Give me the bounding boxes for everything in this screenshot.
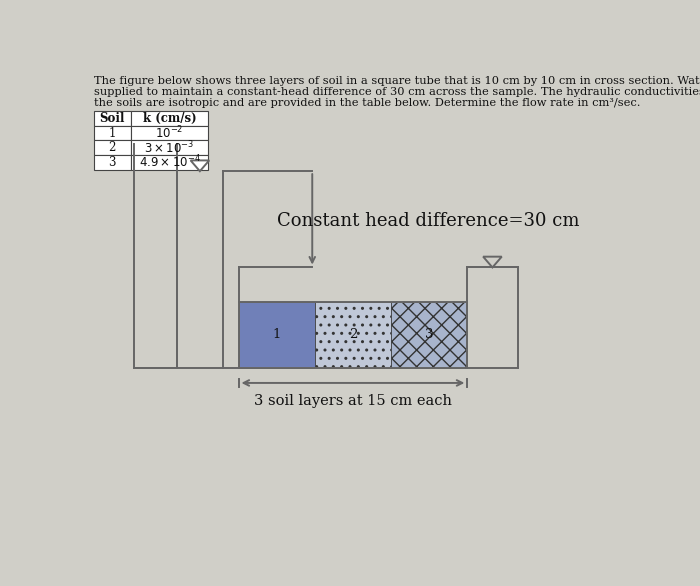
Bar: [131, 126, 209, 141]
Bar: [94, 126, 131, 141]
Bar: [239, 302, 315, 367]
Text: 2: 2: [108, 141, 116, 154]
Bar: [94, 155, 131, 170]
Text: Soil: Soil: [99, 112, 125, 125]
Text: 3: 3: [108, 156, 116, 169]
Text: $10^{-2}$: $10^{-2}$: [155, 125, 184, 141]
Text: 3 soil layers at 15 cm each: 3 soil layers at 15 cm each: [254, 394, 452, 408]
Text: 1: 1: [272, 328, 281, 341]
Bar: [131, 141, 209, 155]
Bar: [131, 111, 209, 126]
Text: $3 \times 10^{-3}$: $3 \times 10^{-3}$: [144, 139, 195, 156]
Bar: [391, 302, 467, 367]
Bar: [94, 111, 131, 126]
Bar: [315, 302, 391, 367]
Text: 2: 2: [349, 328, 357, 341]
Bar: [94, 141, 131, 155]
Text: 1: 1: [108, 127, 116, 139]
Text: k (cm/s): k (cm/s): [143, 112, 197, 125]
Text: 3: 3: [425, 328, 433, 341]
Text: the soils are isotropic and are provided in the table below. Determine the flow : the soils are isotropic and are provided…: [94, 98, 640, 108]
Bar: [131, 155, 209, 170]
Text: $4.9 \times 10^{-4}$: $4.9 \times 10^{-4}$: [139, 154, 201, 171]
Text: Constant head difference=30 cm: Constant head difference=30 cm: [277, 212, 580, 230]
Text: The figure below shows three layers of soil in a square tube that is 10 cm by 10: The figure below shows three layers of s…: [94, 77, 700, 87]
Text: supplied to maintain a constant-head difference of 30 cm across the sample. The : supplied to maintain a constant-head dif…: [94, 87, 700, 97]
